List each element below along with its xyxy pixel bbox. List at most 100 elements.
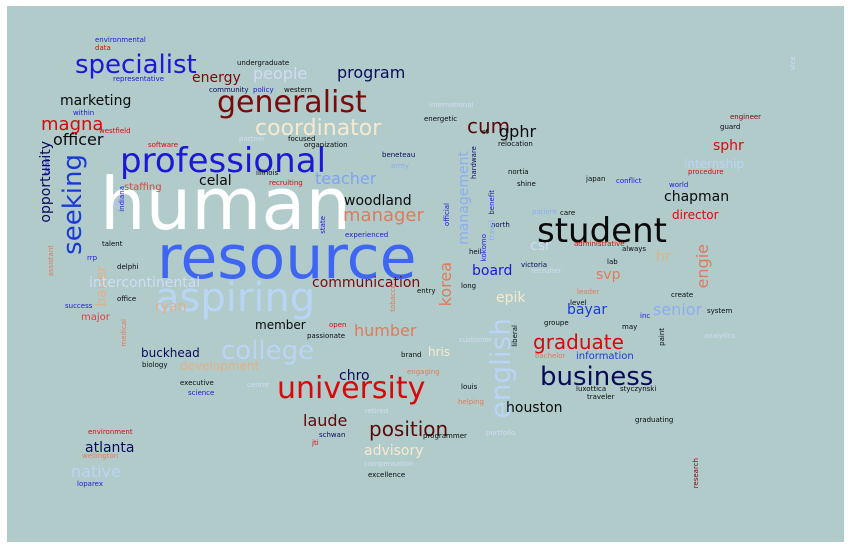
word-korea: korea — [436, 262, 455, 307]
word-care: care — [560, 209, 576, 217]
word-environment: environment — [88, 428, 133, 436]
word-senior: senior — [653, 300, 703, 319]
word-csr: csr — [530, 238, 551, 254]
word-entry: entry — [417, 287, 436, 295]
word-tobacco: tobacco — [389, 284, 397, 312]
word-western: western — [284, 86, 312, 94]
word-graduate: graduate — [533, 330, 624, 354]
word-university: university — [277, 371, 426, 406]
word-student: student — [537, 211, 667, 251]
word-brand: brand — [401, 351, 422, 359]
word-coordinator: coordinator — [255, 116, 382, 141]
word-environmental: environmental — [95, 36, 146, 44]
word-focused: focused — [288, 135, 316, 143]
word-college: college — [221, 336, 315, 366]
word-advisory: advisory — [364, 443, 424, 459]
word-excellence: excellence — [368, 471, 406, 479]
word-epik: epik — [496, 290, 526, 306]
word-guard: guard — [720, 123, 741, 131]
word-program: program — [337, 63, 406, 82]
word-talent: talent — [102, 240, 123, 248]
word-buckhead: buckhead — [141, 346, 200, 360]
word-executive: executive — [180, 379, 214, 387]
word-passionate: passionate — [307, 332, 346, 340]
word-svp: svp — [596, 267, 621, 283]
word-houston: houston — [506, 400, 563, 416]
word-engie: engie — [693, 244, 712, 289]
word-benefit: benefit — [488, 190, 496, 215]
word-bayar: bayar — [567, 302, 608, 318]
word-rrp: rrp — [87, 254, 98, 262]
word-state: state — [319, 216, 327, 234]
word-recruiter: recruiter — [531, 267, 562, 275]
word-shine: shine — [517, 180, 536, 188]
word-medical: medical — [120, 319, 128, 347]
word-laude: laude — [303, 411, 348, 430]
word-center: center — [247, 381, 270, 389]
word-illinois: illinois — [256, 169, 279, 177]
word-helping: helping — [458, 398, 484, 406]
word-hardware: hardware — [470, 146, 478, 179]
word-vice: vice — [789, 56, 797, 71]
word-professional: professional — [120, 141, 327, 181]
word-native: native — [71, 462, 121, 481]
word-portfolio: portfolio — [486, 429, 516, 437]
word-gphr: gphr — [499, 122, 537, 141]
word-member: member — [255, 318, 306, 332]
word-major: major — [81, 312, 110, 323]
word-travel: travel — [488, 220, 496, 241]
word-board: board — [472, 263, 513, 279]
word-chro: chro — [339, 368, 370, 384]
word-science: science — [188, 389, 215, 397]
word-inc: inc — [640, 312, 651, 320]
word-nortia: nortia — [508, 168, 529, 176]
word-long: long — [461, 282, 477, 290]
word-organization: organization — [304, 141, 348, 149]
word-official: official — [443, 203, 451, 227]
word-within: within — [73, 109, 95, 117]
word-wellington: wellington — [82, 452, 119, 460]
word-manager: manager — [343, 205, 424, 226]
word-international: international — [429, 101, 474, 109]
word-software: software — [148, 141, 179, 149]
word-representative: representative — [113, 75, 165, 83]
word-loparex: loparex — [77, 480, 104, 488]
word-marketing: marketing — [60, 93, 132, 109]
word-people: people — [253, 64, 308, 83]
word-experienced: experienced — [345, 231, 389, 239]
word-north: north — [491, 221, 510, 229]
word-level: level — [570, 299, 587, 307]
word-jti: jti — [312, 439, 319, 447]
word-policy: policy — [253, 86, 274, 94]
word-analytics: analytics — [704, 332, 736, 340]
word-st: st — [482, 128, 489, 136]
word-intercontinental: intercontinental — [89, 275, 201, 291]
word-ryan: ryan — [155, 299, 187, 315]
word-kokomo: kokomo — [480, 234, 488, 262]
word-hr: hr — [656, 249, 671, 265]
word-bachelor: bachelor — [535, 352, 566, 360]
word-community: community — [209, 86, 249, 94]
word-paint: paint — [658, 328, 666, 346]
word-programmer: programmer — [423, 432, 467, 440]
word-business: business — [540, 362, 654, 392]
word-engineer: engineer — [730, 113, 762, 121]
word-internship: internship — [684, 157, 745, 171]
word-celal: celal — [199, 173, 232, 189]
word-always: always — [622, 245, 647, 253]
word-information: information — [576, 351, 634, 362]
word-create: create — [671, 291, 694, 299]
word-position: position — [369, 417, 449, 441]
word-data: data — [95, 44, 111, 52]
word-retired: retired — [365, 407, 389, 415]
word-relocation: relocation — [498, 140, 533, 148]
word-resource: resource — [157, 223, 417, 293]
word-heil: heil — [469, 248, 482, 256]
word-engaging: engaging — [407, 368, 440, 376]
word-cum: cum — [467, 114, 511, 138]
word-conflict: conflict — [616, 177, 642, 185]
word-delphi: delphi — [117, 263, 139, 271]
word-recruiting: recruiting — [269, 179, 303, 187]
word-research: research — [692, 458, 700, 489]
word-patient: patient — [532, 208, 557, 216]
